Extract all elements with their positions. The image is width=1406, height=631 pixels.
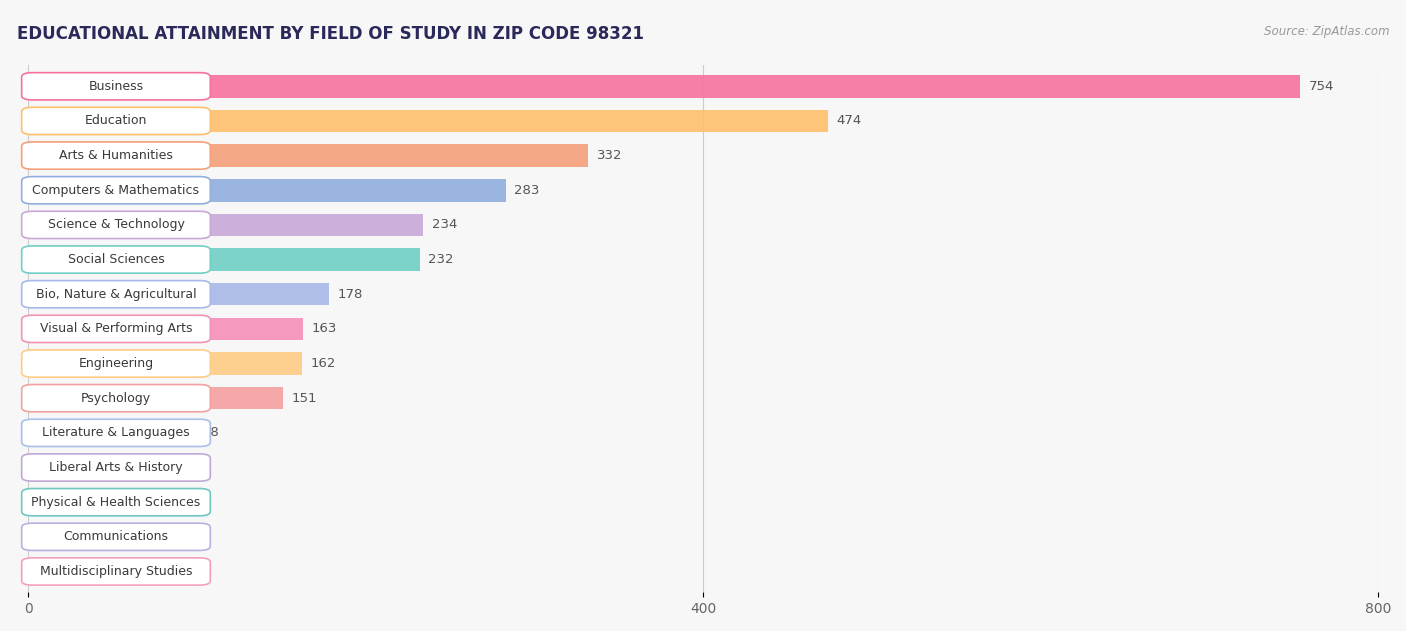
Text: 151: 151 xyxy=(291,392,318,404)
Bar xyxy=(28,491,159,514)
FancyBboxPatch shape xyxy=(21,211,211,239)
Bar xyxy=(28,317,304,340)
Text: 8: 8 xyxy=(51,565,59,578)
Bar xyxy=(28,422,194,444)
Text: 178: 178 xyxy=(337,288,363,301)
Bar xyxy=(28,352,302,375)
Bar xyxy=(28,179,506,201)
Text: Engineering: Engineering xyxy=(79,357,153,370)
Text: Science & Technology: Science & Technology xyxy=(48,218,184,232)
Bar xyxy=(28,214,423,236)
Bar xyxy=(28,144,589,167)
Bar xyxy=(28,110,828,133)
Text: 163: 163 xyxy=(312,322,337,336)
FancyBboxPatch shape xyxy=(21,558,211,585)
Text: Communications: Communications xyxy=(63,530,169,543)
FancyBboxPatch shape xyxy=(21,488,211,516)
Bar xyxy=(28,75,1301,98)
FancyBboxPatch shape xyxy=(21,177,211,204)
FancyBboxPatch shape xyxy=(21,316,211,343)
FancyBboxPatch shape xyxy=(21,384,211,412)
Text: 98: 98 xyxy=(202,427,219,439)
FancyBboxPatch shape xyxy=(21,281,211,308)
Text: Liberal Arts & History: Liberal Arts & History xyxy=(49,461,183,474)
FancyBboxPatch shape xyxy=(21,142,211,169)
Bar xyxy=(28,456,179,479)
Text: 232: 232 xyxy=(429,253,454,266)
Bar xyxy=(28,283,329,305)
FancyBboxPatch shape xyxy=(21,73,211,100)
Text: 474: 474 xyxy=(837,114,862,127)
Text: Source: ZipAtlas.com: Source: ZipAtlas.com xyxy=(1264,25,1389,38)
FancyBboxPatch shape xyxy=(21,246,211,273)
Text: Bio, Nature & Agricultural: Bio, Nature & Agricultural xyxy=(35,288,197,301)
Text: 162: 162 xyxy=(311,357,336,370)
Text: Literature & Languages: Literature & Languages xyxy=(42,427,190,439)
Text: Psychology: Psychology xyxy=(82,392,150,404)
Text: 77: 77 xyxy=(167,496,184,509)
Bar xyxy=(28,526,146,548)
Text: Computers & Mathematics: Computers & Mathematics xyxy=(32,184,200,197)
Bar xyxy=(28,560,42,583)
Text: Business: Business xyxy=(89,80,143,93)
Text: Visual & Performing Arts: Visual & Performing Arts xyxy=(39,322,193,336)
Text: Education: Education xyxy=(84,114,148,127)
Text: 332: 332 xyxy=(598,149,623,162)
Text: 89: 89 xyxy=(187,461,204,474)
Bar xyxy=(28,249,420,271)
FancyBboxPatch shape xyxy=(21,107,211,134)
FancyBboxPatch shape xyxy=(21,350,211,377)
Text: 234: 234 xyxy=(432,218,457,232)
Text: 70: 70 xyxy=(155,530,172,543)
Text: EDUCATIONAL ATTAINMENT BY FIELD OF STUDY IN ZIP CODE 98321: EDUCATIONAL ATTAINMENT BY FIELD OF STUDY… xyxy=(17,25,644,44)
Text: Arts & Humanities: Arts & Humanities xyxy=(59,149,173,162)
Text: Physical & Health Sciences: Physical & Health Sciences xyxy=(31,496,201,509)
Text: Multidisciplinary Studies: Multidisciplinary Studies xyxy=(39,565,193,578)
FancyBboxPatch shape xyxy=(21,523,211,550)
Text: 754: 754 xyxy=(1309,80,1334,93)
FancyBboxPatch shape xyxy=(21,454,211,481)
Text: Social Sciences: Social Sciences xyxy=(67,253,165,266)
Bar xyxy=(28,387,283,410)
FancyBboxPatch shape xyxy=(21,419,211,447)
Text: 283: 283 xyxy=(515,184,540,197)
